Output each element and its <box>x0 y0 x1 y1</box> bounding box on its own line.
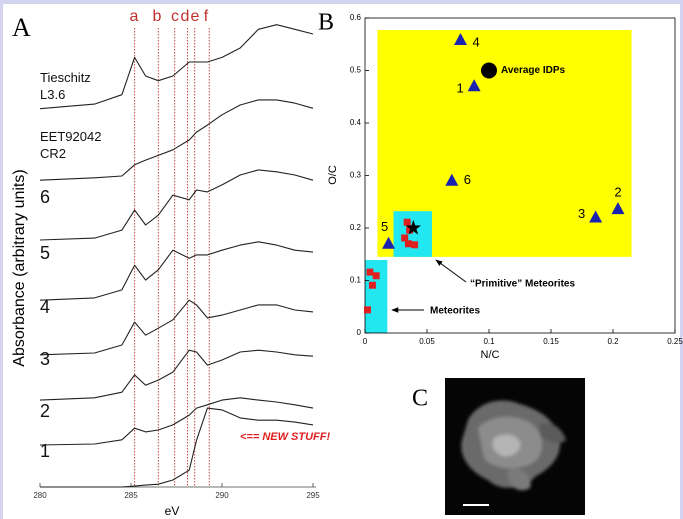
triangle-marker <box>611 202 625 215</box>
star-marker <box>405 220 421 235</box>
triangle-marker <box>467 79 481 92</box>
spectrum <box>39 169 314 241</box>
y-axis-label: Absorbance (arbitrary units) <box>11 169 28 366</box>
spectrum <box>39 349 314 401</box>
x-tick-label: 0 <box>363 337 368 346</box>
x-tick-label: 290 <box>215 491 229 500</box>
triangle-marker <box>589 210 603 223</box>
y-tick-label: 0.6 <box>350 13 362 22</box>
series-label: 5 <box>40 243 51 263</box>
reference-label: c <box>171 8 179 25</box>
y-tick-label: 0.1 <box>350 276 362 285</box>
square-marker <box>411 241 419 249</box>
point-label: 3 <box>578 206 585 221</box>
series-label: Tieschitz L3.6 <box>40 70 91 102</box>
series-label: 4 <box>40 297 51 317</box>
x-tick-label: 280 <box>33 491 47 500</box>
x-axis-label: eV <box>165 504 180 518</box>
spectrum <box>39 24 314 110</box>
reference-label: d <box>181 8 190 25</box>
annotation: Meteorites <box>430 306 480 317</box>
point-label: 5 <box>381 219 388 234</box>
square-marker <box>406 226 414 234</box>
reference-label: f <box>204 8 209 25</box>
x-tick-label: 295 <box>306 491 320 500</box>
point-label: 6 <box>464 172 471 187</box>
arrow <box>435 259 467 283</box>
x-tick-label: 0.25 <box>667 337 683 346</box>
reference-label: a <box>130 8 139 25</box>
series-label: EET92042 CR2 <box>40 129 102 161</box>
y-tick-label: 0.5 <box>350 66 362 75</box>
circle-marker <box>481 62 497 79</box>
x-tick-label: 0.2 <box>607 337 619 346</box>
point-label: 1 <box>457 81 464 96</box>
spectrum <box>39 241 314 301</box>
panel-label: C <box>412 386 428 412</box>
y-tick-label: 0.4 <box>350 118 362 127</box>
x-tick-label: 285 <box>124 491 138 500</box>
y-tick-label: 0.2 <box>350 223 362 232</box>
region <box>393 211 432 257</box>
square-marker <box>401 234 409 242</box>
x-tick-label: 0.15 <box>543 337 559 346</box>
annotation: “Primitive” Meteorites <box>470 279 575 290</box>
panel-label: B <box>318 10 334 36</box>
x-tick-label: 0.1 <box>483 337 495 346</box>
square-marker <box>366 268 374 276</box>
square-marker <box>372 272 380 280</box>
x-tick-label: 0.05 <box>419 337 435 346</box>
square-marker <box>368 281 376 289</box>
spectrum <box>39 99 314 181</box>
point-label: 4 <box>472 34 479 49</box>
y-axis-label: O/C <box>327 165 339 185</box>
square-marker <box>404 240 412 248</box>
y-tick-label: 0 <box>357 328 362 337</box>
triangle-marker <box>445 173 459 186</box>
series-label: 2 <box>40 401 51 421</box>
point-label: 2 <box>614 185 621 200</box>
region <box>365 260 388 333</box>
series-label: 3 <box>40 349 51 369</box>
reference-label: b <box>153 8 162 25</box>
micrograph <box>445 378 585 515</box>
spectrum <box>40 407 314 488</box>
point-label: Average IDPs <box>501 65 566 76</box>
triangle-marker <box>453 33 467 46</box>
y-tick-label: 0.3 <box>350 171 362 180</box>
spectrum <box>39 299 314 356</box>
square-marker <box>403 218 411 226</box>
reference-label: e <box>191 8 200 25</box>
annotation: <== NEW STUFF! <box>240 431 330 443</box>
x-axis-label: N/C <box>481 349 500 361</box>
series-label: 1 <box>40 441 51 461</box>
square-marker <box>363 306 371 314</box>
triangle-marker <box>382 236 396 249</box>
spectrum <box>39 397 314 446</box>
series-label: 6 <box>40 187 51 207</box>
panel-label: A <box>12 13 31 42</box>
